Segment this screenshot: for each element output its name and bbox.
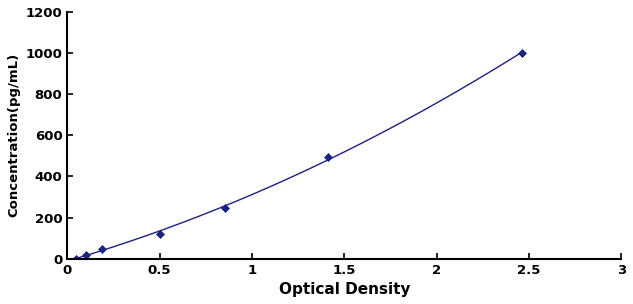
X-axis label: Optical Density: Optical Density [279, 282, 410, 297]
Y-axis label: Concentration(pg/mL): Concentration(pg/mL) [7, 53, 20, 217]
